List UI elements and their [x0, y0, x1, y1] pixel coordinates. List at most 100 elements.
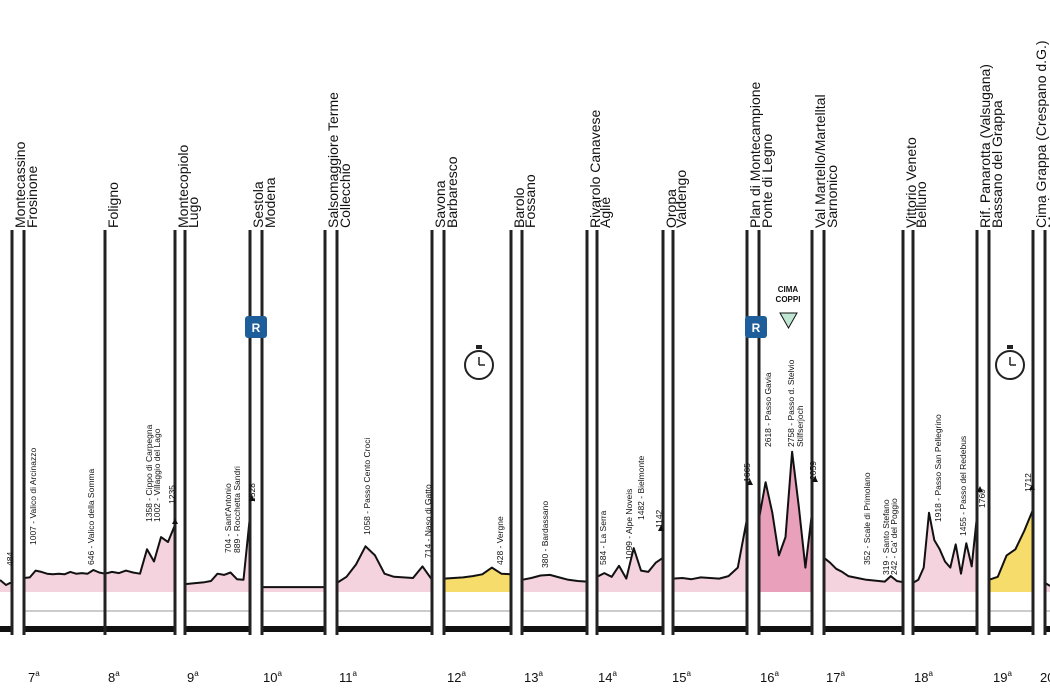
city-label: Barolo	[511, 187, 527, 228]
stage-18-bar	[913, 626, 977, 632]
stage-number-label: 15a	[672, 669, 691, 685]
stage-divider-line	[810, 230, 814, 635]
rest-day-badge-label: R	[752, 321, 761, 335]
stage-divider-line	[22, 230, 26, 635]
stage-divider-line	[248, 230, 252, 635]
city-label: Rivarolo Canavese	[587, 110, 603, 228]
cima-coppi-label-line2: COPPI	[776, 295, 801, 304]
stage-6-bar	[0, 626, 12, 632]
climb-label: 1002 - Villaggio del Lago	[152, 428, 162, 522]
climb-label: 714 - Naso di Gatto	[423, 484, 433, 558]
climb-label: 1007 - Valico di Arcinazzo	[28, 448, 38, 545]
summit-finish-arrow	[658, 525, 664, 531]
summit-finish-arrow	[747, 479, 753, 485]
rest-day-badge-bg	[245, 316, 267, 338]
stage-11-fill	[337, 546, 432, 592]
stage-divider-line	[757, 230, 761, 635]
city-label: Bassano del Grappa	[989, 100, 1005, 228]
climb-label: 2758 - Passo d. Stelvio	[786, 359, 796, 447]
climb-label: 1455 - Passo del Redebus	[958, 436, 968, 536]
city-label: Savona	[432, 180, 448, 228]
city-label: Oropa	[663, 189, 679, 228]
rest-day-badge-bg	[745, 316, 767, 338]
climb-label: 1235	[167, 485, 177, 504]
summit-finish-arrow	[249, 495, 255, 501]
cima-coppi-triangle-icon	[779, 312, 798, 330]
stage-number-label: 11a	[339, 669, 358, 685]
stage-divider-line	[323, 230, 327, 635]
stage-19-bar	[989, 626, 1033, 632]
climb-label: 428 - Vergne	[495, 516, 505, 565]
stage-number-label: 18a	[914, 669, 933, 685]
summit-finish-arrow	[1029, 484, 1035, 490]
stage-number-label: 7a	[28, 669, 40, 685]
climb-label: 242 - Ca' del Poggio	[889, 498, 899, 575]
stage-13-profile	[521, 573, 588, 583]
stage-7-bar	[24, 626, 105, 632]
city-label: Belluno	[913, 181, 929, 228]
city-label: Sarnonico	[824, 165, 840, 228]
stage-13-bar	[522, 626, 587, 632]
city-label: Frosinone	[24, 166, 40, 228]
stage-15-bar	[673, 626, 747, 632]
stage-10-fill	[262, 587, 325, 592]
city-label: Collecchio	[337, 163, 353, 228]
stage-number-label: 19a	[993, 669, 1012, 685]
climb-label: Stilfserjoch	[795, 405, 805, 447]
stage-number-label: 17a	[826, 669, 845, 685]
stage-divider-line	[335, 230, 339, 635]
stage-16-profile	[758, 450, 813, 569]
climb-label: 2059	[808, 461, 818, 480]
stage-12-bar	[444, 626, 511, 632]
city-label: Agliè	[597, 197, 613, 228]
climb-label: 1358 - Cippo di Carpegna	[144, 424, 154, 522]
climb-label: 1099 - Alpe Noveis	[624, 489, 634, 560]
stopwatch-crown	[1007, 345, 1013, 349]
climb-label: 1918 - Passo San Pellegrino	[933, 414, 943, 522]
climb-label: 584 - La Serra	[598, 510, 608, 565]
stage-17-bar	[824, 626, 903, 632]
stage-11-profile	[336, 545, 433, 584]
city-label: Ponte di Legno	[759, 134, 775, 228]
stage-divider-line	[1043, 230, 1047, 635]
stage-7-profile	[23, 569, 106, 579]
city-label: Plan di Montecampione	[747, 81, 763, 228]
climb-label: 704 - Sant'Antonio	[223, 483, 233, 553]
stage-divider-line	[595, 230, 599, 635]
climb-label: 380 - Bardassano	[540, 501, 550, 568]
city-label: Maniago	[1045, 174, 1050, 228]
stage-number-label: 9a	[187, 669, 199, 685]
climb-label: 1058 - Passo Cento Croci	[362, 438, 372, 535]
stopwatch-icon	[464, 345, 494, 380]
stage-18-fill	[913, 512, 977, 592]
stage-divider-line	[442, 230, 446, 635]
stage-19-profile	[988, 509, 1034, 581]
climb-label: 319 - Santo Stefano	[881, 499, 891, 575]
climb-label: 2618 - Passo Gavia	[763, 372, 773, 447]
stage-10-bar	[262, 626, 325, 632]
stage-divider-line	[173, 230, 177, 635]
stopwatch-icon	[995, 345, 1025, 380]
stage-12-fill	[444, 567, 511, 592]
stage-number-label: 12a	[447, 669, 466, 685]
climb-label: 1482 - Bielmonte	[636, 455, 646, 520]
stage-14-profile	[596, 547, 664, 580]
stage-16-bar	[759, 626, 812, 632]
summit-finish-arrow	[812, 476, 818, 482]
stage-divider-line	[585, 230, 589, 635]
stage-7-fill	[24, 570, 105, 592]
stage-13-fill	[522, 574, 587, 592]
city-label: Montecopiolo	[175, 145, 191, 228]
stage-divider-line	[911, 230, 915, 635]
city-label: Rif. Panarotta (Valsugana)	[977, 64, 993, 228]
stage-divider-line	[661, 230, 665, 635]
stage-16-fill	[759, 451, 812, 592]
city-label: Fossano	[522, 174, 538, 228]
stage-number-label: 10a	[263, 669, 282, 685]
city-label: Vittorio Veneto	[903, 137, 919, 228]
climb-label: 1528	[247, 483, 257, 502]
city-label: Foligno	[105, 182, 121, 228]
stage-8-bar	[105, 626, 175, 632]
stage-15-profile	[672, 518, 748, 581]
